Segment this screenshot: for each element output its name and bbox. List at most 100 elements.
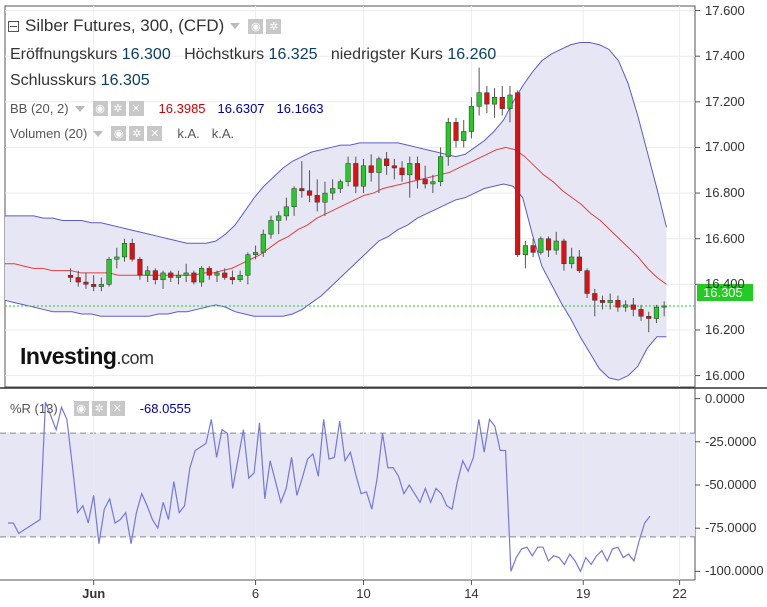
gear-icon[interactable]: ✲ (266, 18, 282, 34)
candle-body (67, 274, 74, 278)
wr-tick-label: -75.0000 (705, 520, 757, 536)
chevron-down-icon[interactable] (93, 130, 104, 137)
x-tick-label: 14 (464, 586, 479, 601)
volume-indicator-row: Volumen (20) ◉ ✲ ✕ k.A. k.A. (10, 126, 234, 141)
collapse-icon[interactable] (8, 20, 19, 32)
candle (399, 161, 405, 182)
candle-body (183, 272, 189, 276)
candle-body (152, 270, 158, 281)
candle (183, 263, 189, 283)
candle-body (137, 258, 143, 276)
candle-body (592, 293, 598, 301)
candle-body (599, 300, 606, 303)
candle-body (468, 106, 474, 132)
candle (83, 272, 89, 289)
candle (607, 293, 613, 310)
candle (646, 311, 652, 333)
eye-icon[interactable]: ◉ (111, 126, 127, 141)
bb-label[interactable]: BB (20, 2) (10, 101, 69, 116)
open-value: 16.300 (121, 46, 171, 63)
candle (661, 301, 667, 317)
candle (129, 238, 135, 262)
candle (507, 85, 513, 123)
close-icon[interactable]: ✕ (147, 126, 163, 141)
candle (345, 156, 351, 187)
eye-icon[interactable]: ◉ (73, 401, 89, 416)
ohlc-row-1: Eröffnungskurs 16.300 Höchstkurs 16.325 … (10, 46, 496, 64)
ohlc-row-2: Schlusskurs 16.305 (10, 72, 150, 90)
candle (476, 67, 482, 116)
volume-label[interactable]: Volumen (20) (10, 126, 88, 141)
bb-lower-value: 16.1663 (276, 101, 324, 116)
candle-body (222, 272, 228, 278)
candle-body (260, 233, 266, 253)
candle (407, 156, 413, 198)
candle-body (145, 270, 151, 276)
candle-body (646, 316, 652, 319)
price-tick-label: 16.200 (705, 321, 745, 337)
eye-icon[interactable]: ◉ (248, 18, 264, 34)
volume-value-2: k.A. (211, 126, 235, 141)
candle-body (499, 97, 505, 109)
close-value: 16.305 (100, 72, 150, 89)
candle (75, 270, 81, 287)
candle (584, 268, 590, 299)
eye-icon[interactable]: ◉ (92, 101, 108, 116)
gear-icon[interactable]: ✲ (110, 101, 126, 116)
candle-body (661, 305, 667, 308)
candle (653, 304, 660, 324)
gear-icon[interactable]: ✲ (129, 126, 145, 141)
close-icon[interactable]: ✕ (109, 401, 125, 416)
candle (121, 238, 128, 262)
gear-icon[interactable]: ✲ (91, 401, 107, 416)
candle (283, 197, 289, 221)
x-axis (93, 580, 681, 585)
bb-upper-value: 16.6307 (217, 101, 265, 116)
candle-body (561, 240, 567, 265)
wr-label[interactable]: %R (13) (10, 401, 58, 416)
candle (353, 156, 359, 194)
candle (630, 298, 636, 317)
wr-band-fill (0, 433, 695, 537)
candle (576, 250, 582, 273)
candle-body (576, 256, 582, 271)
candle (414, 156, 421, 189)
candle (599, 295, 606, 310)
candle-body (337, 181, 343, 189)
current-price-tag: 16.305 (697, 284, 753, 301)
candle (445, 117, 451, 166)
candle (314, 179, 320, 212)
candle (145, 266, 151, 283)
candle (592, 288, 598, 317)
candle (360, 158, 367, 194)
price-tick-label: 16.400 (705, 276, 745, 292)
candle-body (476, 92, 482, 107)
x-tick-label: 6 (251, 586, 260, 601)
candle (638, 304, 644, 321)
candle-body (391, 165, 397, 169)
candle-body (376, 158, 382, 173)
candle-body (306, 190, 313, 196)
candle-body (206, 268, 212, 276)
candle-body (522, 245, 528, 255)
candle (291, 186, 297, 216)
price-tick-label: 17.000 (705, 139, 745, 155)
candle-body (322, 192, 328, 203)
candle (268, 215, 274, 239)
candle-body (630, 304, 636, 310)
bb-middle-line (5, 146, 667, 285)
candle-body (553, 240, 559, 251)
candle-body (83, 281, 89, 285)
candle (491, 88, 498, 118)
candle (91, 275, 97, 292)
candle-body (414, 163, 421, 180)
candle-body (276, 215, 282, 221)
candle (438, 147, 444, 187)
candle-body (330, 188, 336, 194)
chevron-down-icon[interactable] (230, 23, 241, 29)
candle (561, 238, 567, 271)
price-tick-label: 17.600 (705, 2, 745, 18)
candle (468, 97, 474, 139)
close-icon[interactable]: ✕ (128, 101, 144, 116)
chevron-down-icon[interactable] (74, 105, 85, 112)
